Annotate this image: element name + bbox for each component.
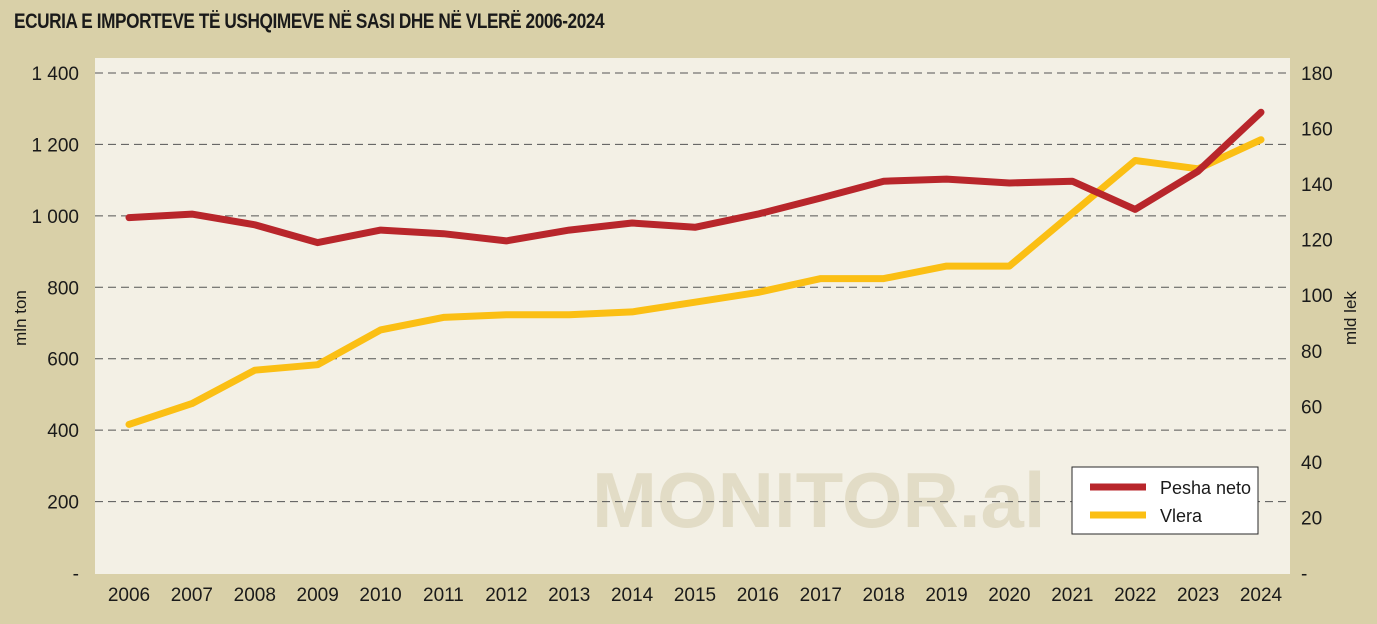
x-tick-label: 2017 [800, 585, 842, 606]
right-tick-label: 60 [1301, 397, 1322, 418]
x-tick-label: 2011 [423, 585, 464, 606]
right-tick-label: 80 [1301, 342, 1322, 363]
right-axis-label: mld lek [1341, 291, 1360, 345]
x-tick-label: 2008 [234, 585, 276, 606]
right-tick-label: 100 [1301, 286, 1333, 307]
x-tick-label: 2020 [988, 585, 1030, 606]
legend-box [1071, 466, 1259, 535]
left-tick-label: 400 [47, 421, 79, 442]
right-axis-ticks: - 20 40 60 80 100 120 140 160 180 [1301, 64, 1333, 585]
left-axis-label: mln ton [11, 290, 30, 346]
series-line-pesha-neto [125, 108, 1265, 247]
series-lines [125, 108, 1265, 428]
left-axis-ticks: - 200 400 600 800 1 000 1 200 1 400 [31, 64, 79, 585]
left-tick-label: 1 400 [31, 64, 79, 85]
series-line-vlera [125, 136, 1265, 428]
watermark: MONITOR.al [592, 456, 1046, 544]
right-tick-label: 120 [1301, 231, 1333, 252]
left-tick-label: 200 [47, 493, 79, 514]
right-tick-label: 160 [1301, 120, 1333, 141]
x-tick-label: 2021 [1051, 585, 1093, 606]
left-tick-label: 1 200 [31, 135, 79, 156]
x-tick-label: 2023 [1177, 585, 1219, 606]
x-tick-label: 2014 [611, 585, 654, 606]
x-tick-label: 2019 [925, 585, 967, 606]
x-tick-label: 2022 [1114, 585, 1156, 606]
x-tick-label: 2024 [1240, 585, 1283, 606]
x-axis-ticks: 2006 2007 2008 2009 2010 2011 2012 2013 2014 2015… [108, 585, 1283, 606]
x-tick-label: 2010 [359, 585, 401, 606]
left-tick-label: - [73, 564, 79, 585]
left-tick-label: 1 000 [31, 207, 79, 228]
x-tick-label: 2013 [548, 585, 590, 606]
right-tick-label: 140 [1301, 175, 1333, 196]
x-tick-label: 2015 [674, 585, 716, 606]
legend-label-vlera: Vlera [1160, 506, 1203, 526]
x-tick-label: 2018 [863, 585, 905, 606]
legend: Pesha neto Vlera [1071, 466, 1259, 535]
left-tick-label: 800 [47, 278, 79, 299]
legend-label-pesha-neto: Pesha neto [1160, 478, 1251, 498]
x-tick-label: 2016 [737, 585, 779, 606]
x-tick-label: 2006 [108, 585, 150, 606]
right-tick-label: - [1301, 564, 1307, 585]
right-tick-label: 20 [1301, 508, 1322, 529]
chart-title: ECURIA E IMPORTEVE TË USHQIMEVE NË SASI … [14, 10, 605, 33]
x-tick-label: 2007 [171, 585, 213, 606]
x-tick-label: 2009 [297, 585, 339, 606]
left-tick-label: 600 [47, 350, 79, 371]
right-tick-label: 40 [1301, 453, 1322, 474]
right-tick-label: 180 [1301, 64, 1333, 85]
x-tick-label: 2012 [485, 585, 527, 606]
